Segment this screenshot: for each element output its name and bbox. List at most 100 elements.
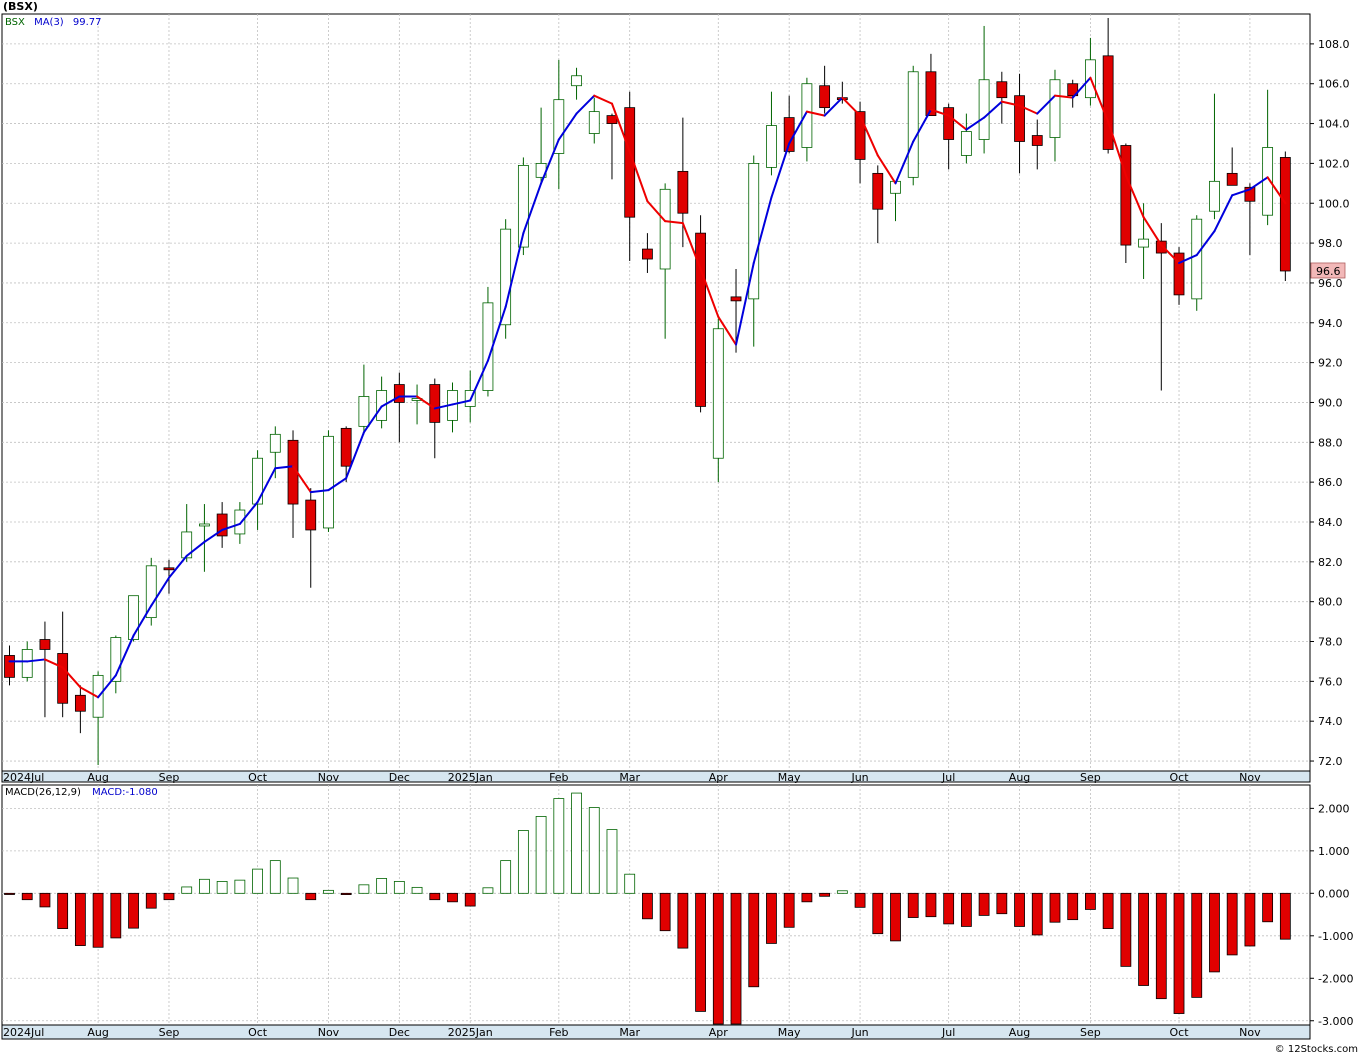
ma-segment bbox=[221, 522, 241, 531]
macd-month-label: Sep bbox=[1080, 1026, 1101, 1039]
ma-segment bbox=[185, 540, 206, 557]
price-month-label: Dec bbox=[389, 771, 410, 784]
candle-body bbox=[766, 125, 777, 168]
ma-segment bbox=[26, 658, 46, 663]
macd-bar bbox=[925, 892, 937, 918]
macd-bar bbox=[411, 886, 423, 894]
candle-body bbox=[1226, 172, 1238, 186]
candle-body bbox=[323, 435, 334, 529]
candle bbox=[429, 378, 441, 459]
macd-bar bbox=[1191, 892, 1203, 998]
candle-body bbox=[269, 433, 281, 453]
candle-body bbox=[1102, 55, 1114, 150]
legend-symbol: BSX bbox=[5, 17, 25, 28]
candle bbox=[323, 430, 334, 532]
ma-segment bbox=[1266, 176, 1287, 205]
candle-body bbox=[712, 328, 724, 459]
candle bbox=[571, 67, 582, 100]
candle bbox=[1120, 143, 1132, 264]
price-month-label: Jul bbox=[941, 771, 955, 784]
macd-tick-label: -3.000 bbox=[1318, 1015, 1353, 1028]
macd-bar bbox=[1209, 892, 1220, 973]
ma-segment bbox=[114, 634, 135, 677]
macd-tick-label: 0.000 bbox=[1318, 887, 1350, 900]
ma-segment bbox=[469, 359, 489, 402]
ma-segment bbox=[61, 666, 82, 689]
candle-body bbox=[500, 228, 512, 326]
macd-bar bbox=[376, 878, 388, 894]
candle-body bbox=[393, 384, 405, 403]
candle bbox=[482, 286, 494, 397]
legend-macd-value: MACD:-1.080 bbox=[92, 787, 158, 798]
candle bbox=[358, 364, 370, 435]
last-price-label: 96.6 bbox=[1316, 265, 1341, 278]
macd-bar bbox=[464, 892, 476, 907]
ma-segment bbox=[823, 96, 844, 117]
ma-segment bbox=[1248, 176, 1269, 191]
macd-bar bbox=[854, 892, 866, 908]
macd-bar bbox=[500, 860, 512, 894]
candle-body bbox=[801, 83, 813, 148]
macd-bar bbox=[287, 877, 299, 894]
candle-body bbox=[74, 694, 86, 712]
ma-segment bbox=[1195, 230, 1216, 257]
candle bbox=[748, 155, 760, 347]
price-x-axis: 2024Jul Aug Sep Oct Nov Dec 2025Jan Feb Mar Apr Ma… bbox=[3, 771, 1261, 784]
candle bbox=[57, 611, 69, 718]
ma-segment bbox=[1036, 94, 1056, 115]
macd-tick-label: -2.000 bbox=[1318, 972, 1353, 985]
candle-body bbox=[659, 188, 671, 270]
ma-line bbox=[8, 76, 1287, 699]
ma-segment bbox=[1124, 174, 1145, 219]
price-grid bbox=[2, 14, 1310, 771]
macd-bar bbox=[996, 892, 1008, 915]
ma-segment bbox=[929, 108, 950, 117]
macd-bar bbox=[57, 892, 69, 929]
price-month-label: Jun bbox=[850, 771, 868, 784]
price-panel: 72.0 74.0 76.0 78.0 80.0 82.0 84.0 86.0 88.0 90.0… bbox=[1, 13, 1350, 784]
candle bbox=[340, 426, 352, 483]
macd-month-label: 2025Jan bbox=[448, 1026, 493, 1039]
ma-segment bbox=[628, 150, 649, 203]
candle-body bbox=[571, 75, 582, 87]
price-tick-label: 88.0 bbox=[1318, 436, 1343, 449]
macd-bar bbox=[1138, 892, 1149, 986]
ma-segment bbox=[1000, 100, 1021, 107]
macd-bar bbox=[748, 892, 760, 988]
ma-segment bbox=[1178, 254, 1198, 265]
ma-segment bbox=[451, 399, 472, 406]
ma-segment bbox=[345, 431, 365, 480]
candle-body bbox=[553, 99, 565, 154]
ma-segment bbox=[646, 200, 667, 223]
ma-segment bbox=[699, 267, 720, 318]
candle bbox=[766, 91, 777, 176]
candle bbox=[712, 318, 724, 483]
candle-body bbox=[730, 296, 742, 302]
macd-bar bbox=[110, 892, 122, 939]
macd-bar bbox=[553, 798, 565, 894]
ma-segment bbox=[167, 554, 188, 579]
candle bbox=[1155, 223, 1167, 391]
macd-month-label: Feb bbox=[549, 1026, 568, 1039]
macd-bar bbox=[358, 884, 370, 894]
macd-bar bbox=[429, 892, 441, 901]
ma-segment bbox=[805, 110, 826, 117]
macd-bar bbox=[624, 873, 636, 894]
ma-segment bbox=[292, 465, 312, 494]
ma-segment bbox=[1213, 194, 1234, 233]
candle-body bbox=[39, 639, 51, 650]
credit-text: © 12Stocks.com bbox=[1275, 1044, 1358, 1055]
ma-segment bbox=[788, 110, 808, 145]
macd-plot-frame bbox=[1, 784, 1311, 1026]
candle bbox=[517, 157, 529, 256]
macd-month-label: Nov bbox=[1239, 1026, 1261, 1039]
macd-panel: -3.000 -2.000 -1.000 0.000 1.000 2.000 2024Ju… bbox=[1, 784, 1353, 1040]
ma-segment bbox=[522, 182, 543, 235]
candle-body bbox=[21, 649, 33, 678]
macd-bar bbox=[943, 892, 955, 925]
ma-segment bbox=[610, 102, 631, 153]
candle bbox=[4, 645, 15, 686]
ma-segment bbox=[433, 403, 454, 410]
macd-month-label: Nov bbox=[318, 1026, 340, 1039]
price-month-label: Oct bbox=[1170, 771, 1190, 784]
